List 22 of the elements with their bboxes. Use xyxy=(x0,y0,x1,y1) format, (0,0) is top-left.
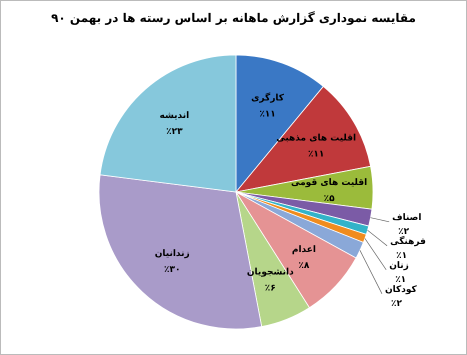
data-label: ٪۸ xyxy=(298,260,310,271)
slice-label: کارگری xyxy=(251,91,285,104)
slice-label: زندانیان xyxy=(154,248,190,259)
data-label: ٪۲ xyxy=(398,226,410,237)
data-label: ٪۱۱ xyxy=(259,109,276,120)
data-label: ٪۶ xyxy=(264,284,276,294)
data-label: ٪۲ xyxy=(390,298,402,309)
slice-label: اعدام xyxy=(292,244,316,255)
data-label: ٪۱ xyxy=(395,274,406,285)
data-label: ٪۳۰ xyxy=(164,264,180,275)
data-label: ٪۱۱ xyxy=(308,150,324,160)
slice-label: اصناف xyxy=(392,212,422,223)
data-label: ٪۱ xyxy=(396,250,408,261)
chart-title: مقایسه نموداری گزارش ماهانه بر اساس رسته ها در بهمن ۹۰ xyxy=(51,11,416,25)
slice-label: زنان xyxy=(389,260,409,271)
slice-label: دانشجویان xyxy=(246,268,294,278)
slice-label: اندیشه xyxy=(160,111,190,122)
data-label: ٪۲۳ xyxy=(166,127,184,138)
slice-label: اقلیت های قومی xyxy=(291,178,368,188)
data-label: ٪۵ xyxy=(324,194,336,204)
slice-label: کودکان xyxy=(384,284,418,295)
slice-label: فرهنگی xyxy=(390,234,426,247)
